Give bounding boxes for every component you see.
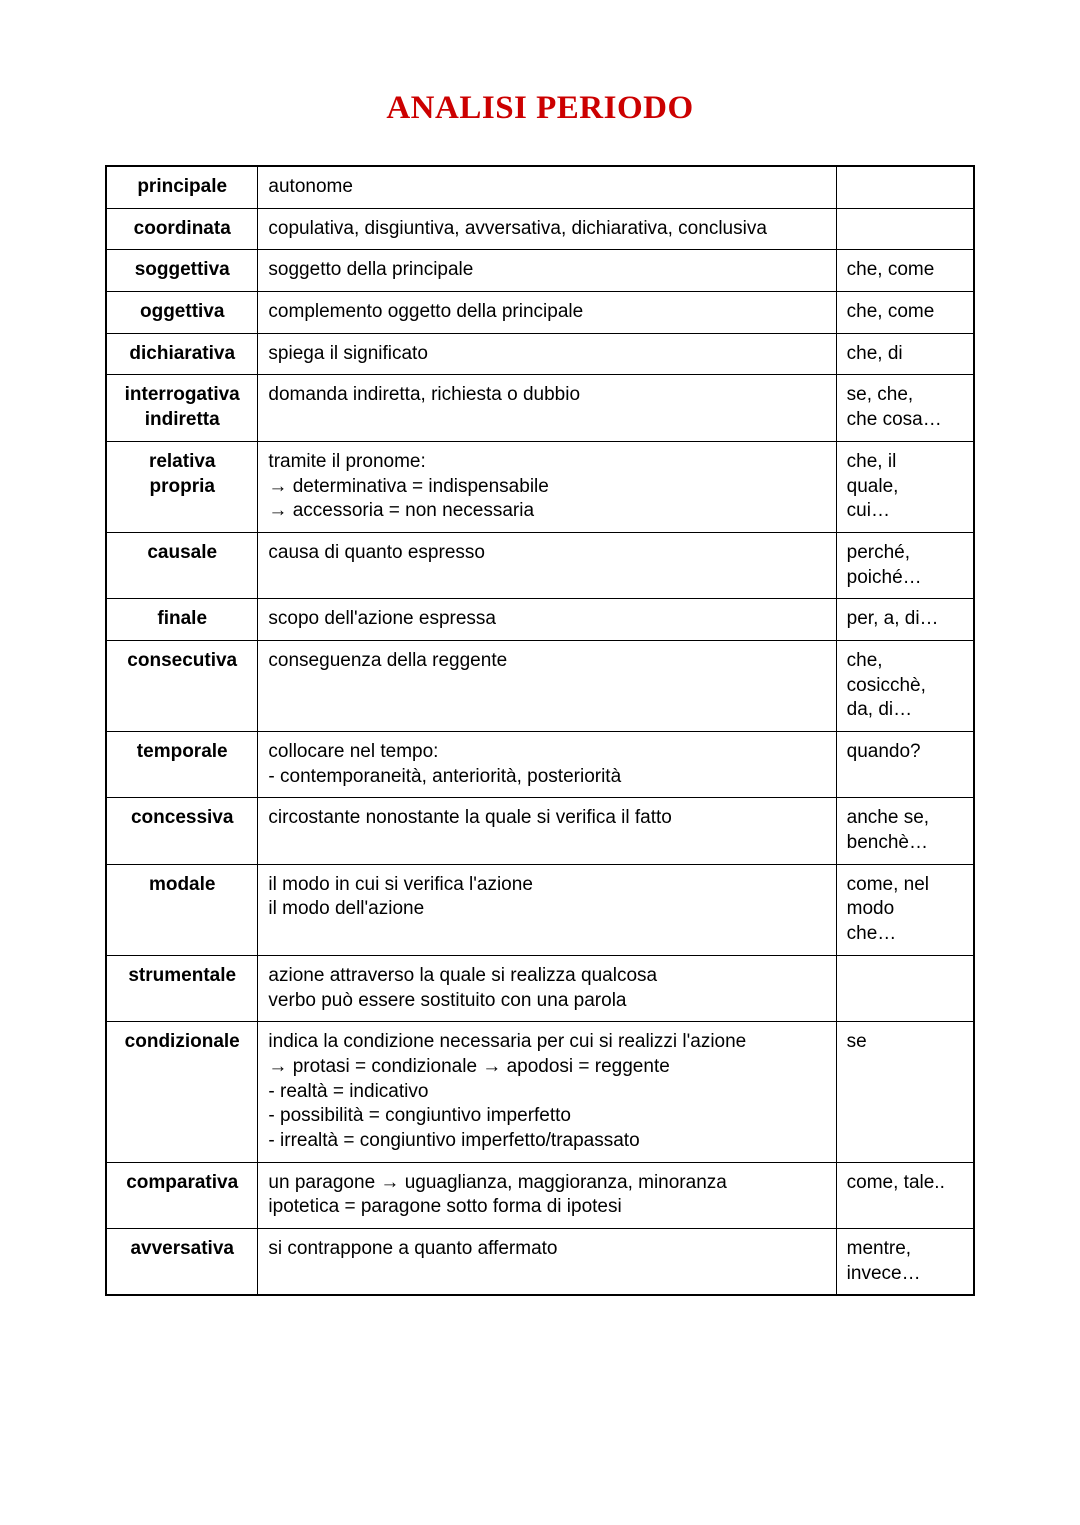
cell-type: strumentale <box>106 955 258 1021</box>
cell-type: modale <box>106 864 258 955</box>
table-row: finalescopo dell'azione espressaper, a, … <box>106 599 974 641</box>
cell-description: il modo in cui si verifica l'azione il m… <box>258 864 836 955</box>
cell-type: avversativa <box>106 1229 258 1296</box>
table-row: condizionaleindica la condizione necessa… <box>106 1022 974 1162</box>
cell-type: concessiva <box>106 798 258 864</box>
cell-conjunctions: anche se, benchè… <box>836 798 974 864</box>
cell-description: causa di quanto espresso <box>258 532 836 598</box>
cell-description: azione attraverso la quale si realizza q… <box>258 955 836 1021</box>
cell-type: comparativa <box>106 1162 258 1228</box>
cell-type: consecutiva <box>106 640 258 731</box>
table-row: relativa propriatramite il pronome: → de… <box>106 441 974 532</box>
cell-description: circostante nonostante la quale si verif… <box>258 798 836 864</box>
cell-conjunctions: che, come <box>836 250 974 292</box>
cell-type: dichiarativa <box>106 333 258 375</box>
cell-conjunctions <box>836 208 974 250</box>
cell-conjunctions: per, a, di… <box>836 599 974 641</box>
table-row: concessivacircostante nonostante la qual… <box>106 798 974 864</box>
cell-conjunctions: se <box>836 1022 974 1162</box>
cell-description: domanda indiretta, richiesta o dubbio <box>258 375 836 441</box>
cell-conjunctions <box>836 166 974 208</box>
cell-type: soggettiva <box>106 250 258 292</box>
table-row: strumentaleazione attraverso la quale si… <box>106 955 974 1021</box>
cell-conjunctions <box>836 955 974 1021</box>
table-row: modaleil modo in cui si verifica l'azion… <box>106 864 974 955</box>
table-row: comparativaun paragone → uguaglianza, ma… <box>106 1162 974 1228</box>
cell-type: relativa propria <box>106 441 258 532</box>
analisi-table: principaleautonomecoordinatacopulativa, … <box>105 165 975 1296</box>
table-row: soggettivasoggetto della principaleche, … <box>106 250 974 292</box>
table-row: principaleautonome <box>106 166 974 208</box>
table-row: causalecausa di quanto espressoperché, p… <box>106 532 974 598</box>
cell-type: condizionale <box>106 1022 258 1162</box>
cell-conjunctions: che, cosicchè, da, di… <box>836 640 974 731</box>
table-row: oggettivacomplemento oggetto della princ… <box>106 292 974 334</box>
table-row: consecutivaconseguenza della reggenteche… <box>106 640 974 731</box>
table-row: interrogativa indirettadomanda indiretta… <box>106 375 974 441</box>
cell-type: causale <box>106 532 258 598</box>
cell-description: conseguenza della reggente <box>258 640 836 731</box>
cell-description: complemento oggetto della principale <box>258 292 836 334</box>
cell-description: collocare nel tempo: - contemporaneità, … <box>258 732 836 798</box>
cell-type: principale <box>106 166 258 208</box>
cell-conjunctions: che, di <box>836 333 974 375</box>
cell-type: interrogativa indiretta <box>106 375 258 441</box>
table-row: temporalecollocare nel tempo: - contempo… <box>106 732 974 798</box>
table-row: avversativasi contrappone a quanto affer… <box>106 1229 974 1296</box>
cell-description: spiega il significato <box>258 333 836 375</box>
cell-description: autonome <box>258 166 836 208</box>
table-row: dichiarativaspiega il significatoche, di <box>106 333 974 375</box>
cell-description: indica la condizione necessaria per cui … <box>258 1022 836 1162</box>
cell-type: temporale <box>106 732 258 798</box>
cell-conjunctions: perché, poiché… <box>836 532 974 598</box>
table-body: principaleautonomecoordinatacopulativa, … <box>106 166 974 1295</box>
table-row: coordinatacopulativa, disgiuntiva, avver… <box>106 208 974 250</box>
cell-type: oggettiva <box>106 292 258 334</box>
cell-conjunctions: quando? <box>836 732 974 798</box>
cell-conjunctions: mentre, invece… <box>836 1229 974 1296</box>
cell-conjunctions: come, tale.. <box>836 1162 974 1228</box>
cell-conjunctions: che, il quale, cui… <box>836 441 974 532</box>
cell-description: tramite il pronome: → determinativa = in… <box>258 441 836 532</box>
cell-description: si contrappone a quanto affermato <box>258 1229 836 1296</box>
page-title: ANALISI PERIODO <box>105 90 975 127</box>
cell-description: un paragone → uguaglianza, maggioranza, … <box>258 1162 836 1228</box>
cell-type: coordinata <box>106 208 258 250</box>
cell-conjunctions: come, nel modo che… <box>836 864 974 955</box>
cell-conjunctions: che, come <box>836 292 974 334</box>
cell-description: copulativa, disgiuntiva, avversativa, di… <box>258 208 836 250</box>
cell-description: scopo dell'azione espressa <box>258 599 836 641</box>
cell-type: finale <box>106 599 258 641</box>
cell-conjunctions: se, che, che cosa… <box>836 375 974 441</box>
cell-description: soggetto della principale <box>258 250 836 292</box>
